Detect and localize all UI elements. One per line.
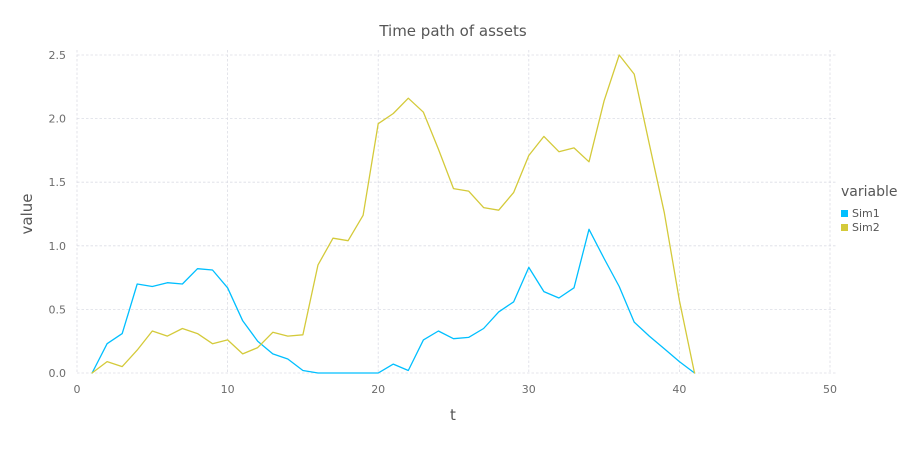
x-tick-label: 0 [74,383,81,396]
y-tick-label: 0.5 [49,303,67,316]
y-tick-label: 1.0 [49,240,67,253]
x-axis-title: t [450,406,456,424]
y-axis-title: value [18,194,36,235]
series-line-sim2 [91,54,696,374]
x-tick-label: 40 [672,383,686,396]
series-line-sim1 [91,228,696,374]
legend-swatch-sim2 [841,224,848,231]
y-tick-label: 1.5 [49,176,67,189]
x-tick-label: 50 [823,383,837,396]
x-tick-label: 20 [371,383,385,396]
tick-labels: 0.0 0.5 1.0 1.5 2.0 2.5 0 10 20 30 40 50 [49,49,838,396]
x-tick-label: 10 [221,383,235,396]
x-tick-label: 30 [522,383,536,396]
legend-label-sim2: Sim2 [852,221,880,234]
y-tick-label: 2.0 [49,113,67,126]
y-tick-label: 0.0 [49,367,67,380]
chart-title: Time path of assets [378,22,527,40]
series-layer [91,54,696,374]
legend-swatch-sim1 [841,210,848,217]
legend-label-sim1: Sim1 [852,207,880,220]
legend-title: variable [841,184,897,200]
y-tick-label: 2.5 [49,49,67,62]
grid-layer [76,50,837,374]
